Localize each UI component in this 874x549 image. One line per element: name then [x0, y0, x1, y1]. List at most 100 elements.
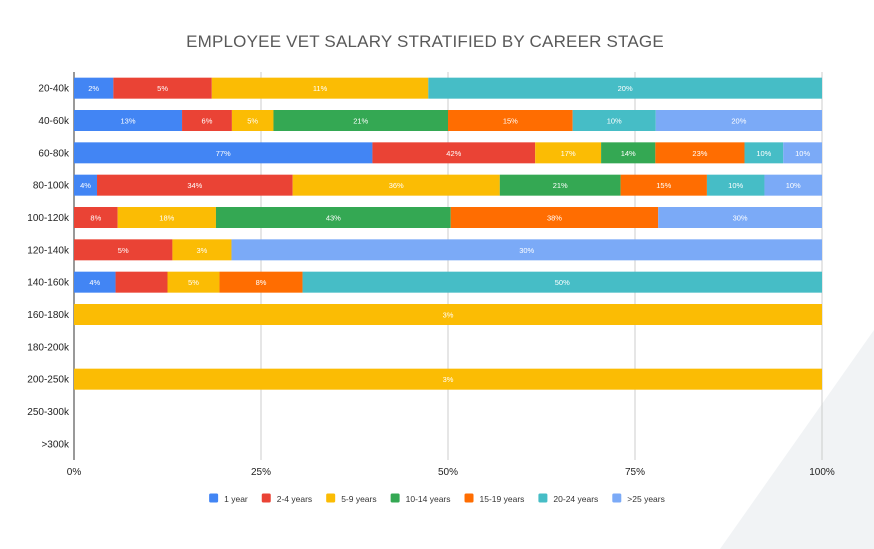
data-label: 10%	[728, 181, 743, 190]
data-label: 13%	[121, 117, 136, 126]
bar-segment	[535, 142, 602, 164]
bar-segment	[655, 110, 822, 131]
category-label: 100-120k	[27, 213, 70, 224]
bar-segment	[655, 142, 745, 164]
bar-segment	[620, 174, 707, 196]
bar-segment	[450, 207, 659, 228]
category-label: 250-300k	[27, 407, 70, 418]
legend-swatch	[326, 493, 336, 503]
bar-segment	[211, 77, 429, 99]
data-label: 77%	[216, 149, 231, 158]
data-label: 38%	[547, 214, 562, 223]
data-label: 10%	[795, 149, 810, 158]
legend-swatch	[209, 493, 219, 503]
data-label: 30%	[733, 214, 748, 223]
bar-segment	[167, 271, 220, 293]
bar-segment	[115, 271, 168, 293]
data-label: 21%	[353, 117, 368, 126]
x-tick-label: 75%	[625, 467, 645, 478]
data-label: 3%	[443, 311, 454, 320]
category-label: 20-40k	[38, 84, 70, 95]
data-label: 42%	[446, 149, 461, 158]
category-label: >300k	[41, 439, 70, 450]
bar-segment	[706, 174, 765, 196]
bar-segment	[74, 110, 183, 131]
data-label: 18%	[159, 214, 174, 223]
data-label: 3%	[197, 246, 208, 255]
x-tick-label: 100%	[809, 467, 835, 478]
bar-segment	[448, 110, 573, 131]
category-label: 200-250k	[27, 375, 70, 386]
data-label: 15%	[503, 117, 518, 126]
data-label: 11%	[313, 84, 328, 93]
category-label: 60-80k	[38, 148, 70, 159]
legend-swatch	[390, 493, 400, 503]
data-label: 5%	[157, 84, 168, 93]
data-label: 30%	[519, 246, 534, 255]
data-label: 10%	[756, 149, 771, 158]
bar-segment	[231, 239, 822, 261]
bar-segment	[74, 207, 118, 228]
bar-segment	[172, 239, 232, 261]
bar-segment	[182, 110, 232, 131]
legend-swatch	[612, 493, 622, 503]
bar-segment	[783, 142, 822, 164]
bar-segment	[658, 207, 822, 228]
segment-labels: 2% 5% 11% 20% 13% 6% 5% 21% 15% 10% 20% 77% 42% 17% 14…	[80, 84, 810, 384]
data-label: 8%	[90, 214, 101, 223]
legend-label: 1 year	[224, 494, 248, 504]
bar-segment	[74, 239, 173, 261]
bar-segment	[292, 174, 500, 196]
x-tick-label: 50%	[438, 467, 458, 478]
legend-label: 5-9 years	[341, 494, 376, 504]
chart-title: EMPLOYEE VET SALARY STRATIFIED BY CAREER…	[186, 32, 664, 51]
bar-segment	[231, 110, 274, 131]
data-label: 4%	[80, 181, 91, 190]
data-label: 50%	[555, 278, 570, 287]
legend: 1 year 2-4 years 5-9 years 10-14 years 15-19…	[209, 493, 665, 504]
bar-segment	[117, 207, 216, 228]
legend-swatch	[538, 493, 548, 503]
data-label: 17%	[561, 149, 576, 158]
data-label: 15%	[656, 181, 671, 190]
data-label: 34%	[187, 181, 202, 190]
bar-segments	[74, 77, 822, 390]
legend-label: >25 years	[627, 494, 665, 504]
category-label: 80-100k	[33, 181, 70, 192]
data-label: 2%	[88, 84, 99, 93]
bar-segment	[74, 368, 822, 390]
bar-segment	[113, 77, 212, 99]
legend-label: 10-14 years	[406, 494, 451, 504]
bar-segment	[273, 110, 448, 131]
bar-segment	[74, 271, 116, 293]
bar-segment	[428, 77, 822, 99]
bar-segment	[215, 207, 451, 228]
bar-segment	[97, 174, 293, 196]
bar-segment	[764, 174, 822, 196]
data-label: 5%	[188, 278, 199, 287]
gridlines	[73, 72, 823, 460]
category-label: 40-60k	[38, 116, 70, 127]
bar-segment	[302, 271, 822, 293]
data-label: 10%	[607, 117, 622, 126]
bar-segment	[372, 142, 536, 164]
value-axis: 0% 25% 50% 75% 100%	[67, 467, 835, 478]
bar-segment	[74, 142, 373, 164]
data-label: 21%	[553, 181, 568, 190]
data-label: 20%	[618, 84, 633, 93]
data-label: 43%	[326, 214, 341, 223]
data-label: 4%	[89, 278, 100, 287]
bar-segment	[74, 77, 114, 99]
data-label: 3%	[443, 375, 454, 384]
bar-segment	[74, 304, 822, 325]
data-label: 10%	[786, 181, 801, 190]
legend-swatch	[261, 493, 271, 503]
data-label: 5%	[118, 246, 129, 255]
category-label: 180-200k	[27, 342, 70, 353]
category-label: 160-180k	[27, 310, 70, 321]
category-axis: 20-40k 40-60k 60-80k 80-100k 100-120k 120-140…	[27, 84, 70, 451]
bar-segment	[744, 142, 784, 164]
legend-label: 20-24 years	[553, 494, 598, 504]
bar-segment	[499, 174, 621, 196]
